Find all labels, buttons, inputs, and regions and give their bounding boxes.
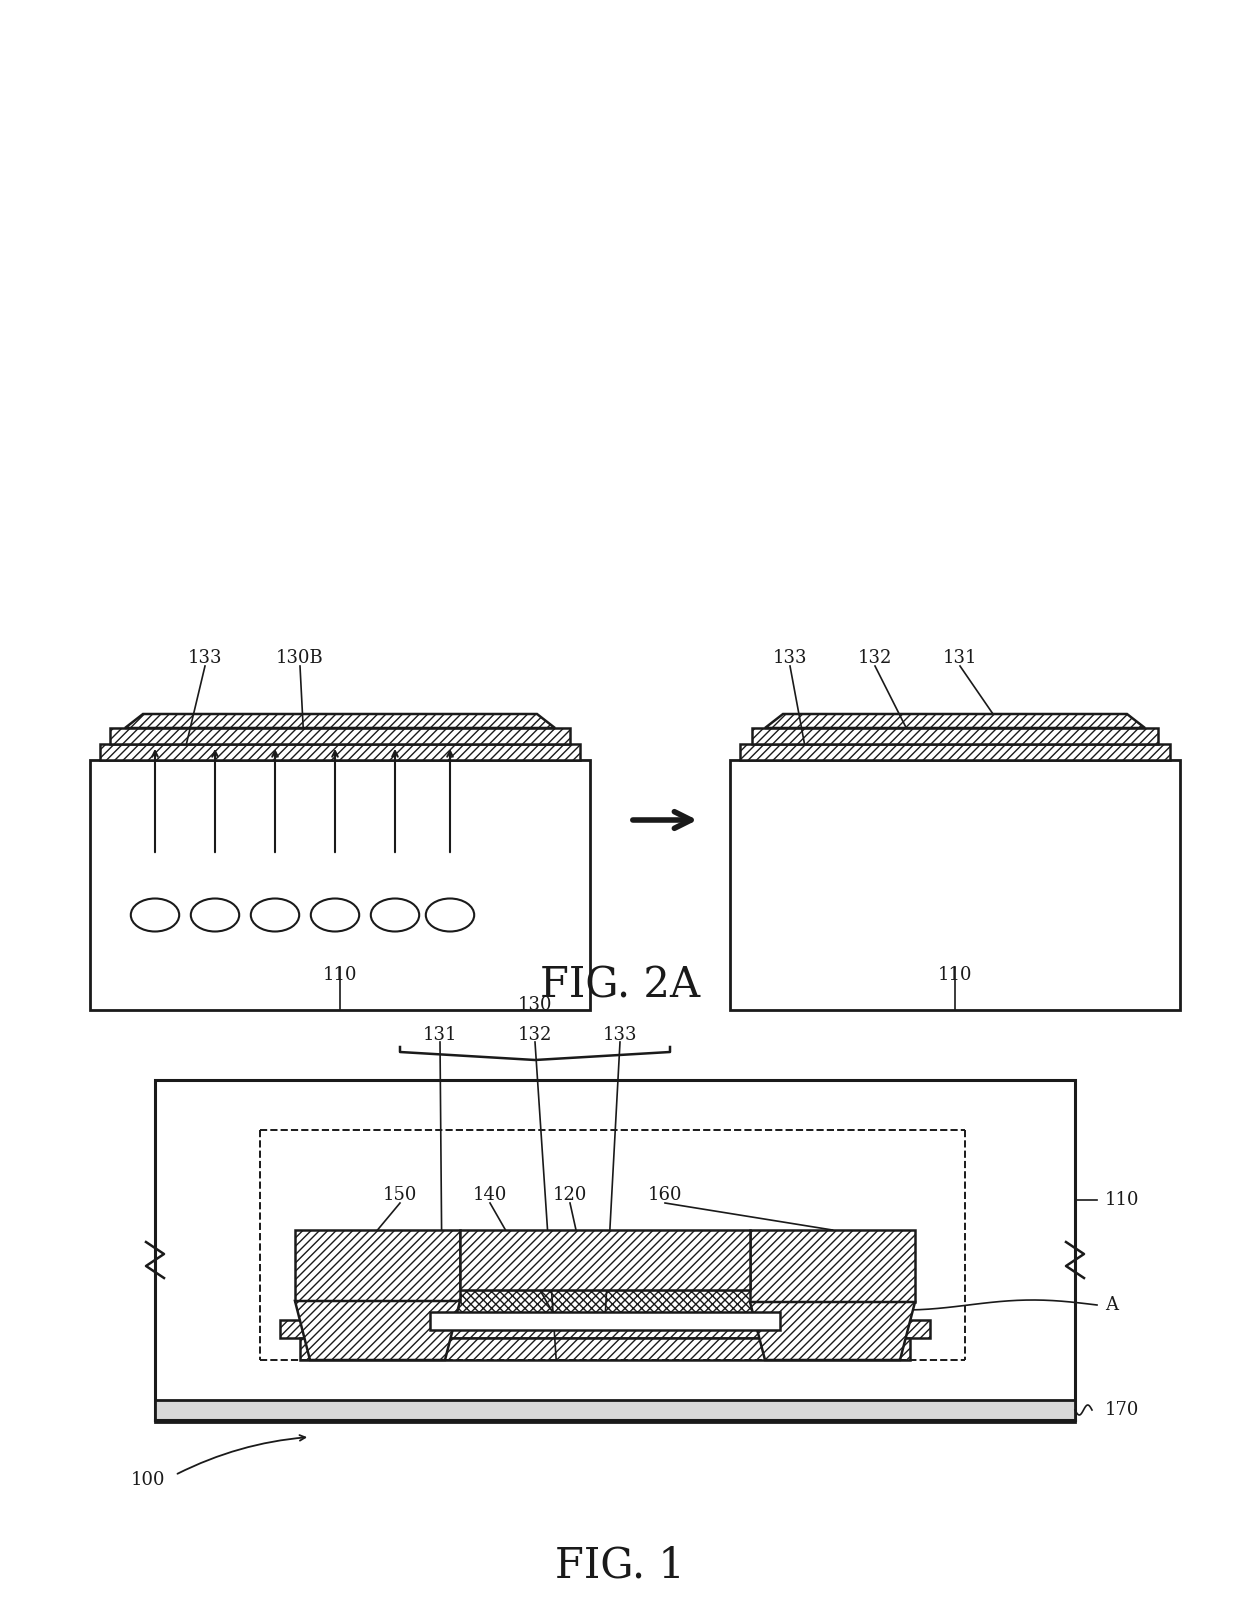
Bar — [751, 729, 1158, 745]
Bar — [460, 1230, 750, 1290]
Polygon shape — [125, 714, 556, 729]
Text: H: H — [444, 908, 456, 921]
Ellipse shape — [371, 899, 419, 931]
Text: H: H — [149, 908, 161, 921]
Bar — [300, 1337, 910, 1360]
Text: A: A — [1105, 1295, 1118, 1315]
Text: 170: 170 — [1105, 1400, 1140, 1418]
Bar — [155, 1080, 1075, 1420]
Bar — [740, 745, 1171, 759]
Text: 131: 131 — [942, 649, 977, 667]
Text: 132: 132 — [858, 649, 893, 667]
Text: H: H — [269, 908, 281, 921]
Bar — [730, 759, 1180, 1010]
Bar — [155, 1400, 1075, 1421]
Text: 120: 120 — [553, 1187, 588, 1205]
Text: 133: 133 — [773, 649, 807, 667]
Ellipse shape — [311, 899, 360, 931]
Text: 132: 132 — [518, 1026, 552, 1044]
Text: 100: 100 — [130, 1472, 165, 1489]
Ellipse shape — [250, 899, 299, 931]
Polygon shape — [765, 714, 1145, 729]
Bar — [91, 759, 590, 1010]
Text: 133: 133 — [187, 649, 222, 667]
Bar — [295, 1230, 460, 1302]
Ellipse shape — [130, 899, 180, 931]
Text: 110: 110 — [937, 967, 972, 984]
Ellipse shape — [191, 899, 239, 931]
Bar — [100, 745, 580, 759]
Text: 110: 110 — [1105, 1192, 1140, 1209]
Ellipse shape — [425, 899, 474, 931]
Text: 150: 150 — [383, 1187, 417, 1205]
Text: 131: 131 — [423, 1026, 458, 1044]
Bar — [750, 1230, 915, 1302]
Text: 140: 140 — [472, 1187, 507, 1205]
Bar — [430, 1311, 780, 1329]
Text: 130: 130 — [518, 996, 552, 1013]
Polygon shape — [295, 1302, 460, 1360]
Text: FIG. 2A: FIG. 2A — [539, 963, 701, 1005]
Text: 130B: 130B — [277, 649, 324, 667]
Bar — [110, 729, 570, 745]
Text: H: H — [210, 908, 221, 921]
Text: H: H — [329, 908, 341, 921]
Text: 110: 110 — [322, 967, 357, 984]
Bar — [280, 1319, 930, 1337]
Text: 160: 160 — [647, 1187, 682, 1205]
Polygon shape — [750, 1302, 915, 1360]
Polygon shape — [360, 1290, 849, 1319]
Text: 133: 133 — [603, 1026, 637, 1044]
Text: FIG. 1: FIG. 1 — [556, 1545, 684, 1587]
Text: H: H — [389, 908, 401, 921]
